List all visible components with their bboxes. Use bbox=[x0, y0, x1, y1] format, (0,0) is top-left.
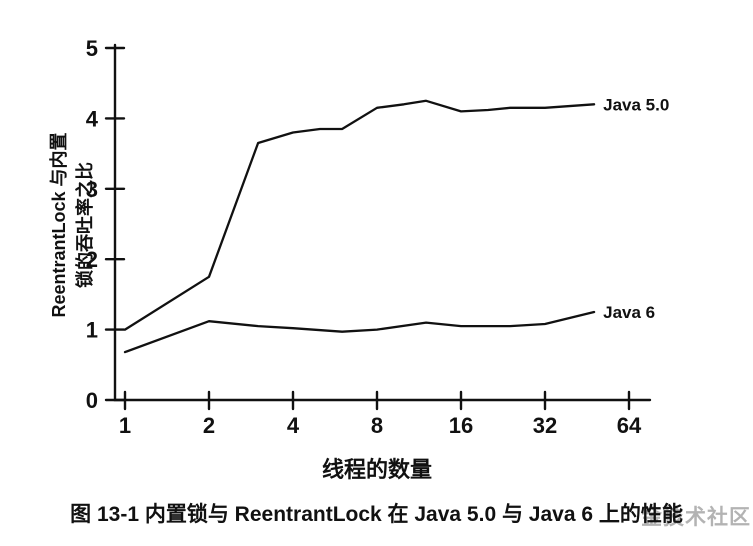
watermark: 金技术社区 bbox=[641, 506, 751, 529]
y-axis-label-line2: 锁的吞吐率之比 bbox=[75, 162, 95, 288]
series-end-label: Java 6 bbox=[603, 303, 655, 322]
y-tick-label: 1 bbox=[86, 318, 98, 343]
series-line-java-5-0 bbox=[123, 99, 596, 331]
series-end-label: Java 5.0 bbox=[603, 95, 669, 114]
y-tick-label: 2 bbox=[86, 247, 98, 272]
x-tick-label: 4 bbox=[287, 413, 300, 438]
x-tick-label: 2 bbox=[203, 413, 215, 438]
x-tick-label: 32 bbox=[533, 413, 557, 438]
x-axis-label: 线程的数量 bbox=[321, 457, 432, 482]
y-axis-label-line1: ReentrantLock 与内置 bbox=[49, 132, 69, 318]
y-axis-label: ReentrantLock 与内置 锁的吞吐率之比 bbox=[46, 75, 98, 375]
x-tick-label: 16 bbox=[449, 413, 473, 438]
y-tick-label: 4 bbox=[86, 106, 99, 131]
x-tick-label: 1 bbox=[119, 413, 131, 438]
axis-lines bbox=[113, 43, 652, 402]
y-tick-label: 3 bbox=[86, 177, 98, 202]
x-tick-label: 64 bbox=[617, 413, 642, 438]
figure-caption: 图 13-1 内置锁与 ReentrantLock 在 Java 5.0 与 J… bbox=[70, 503, 683, 526]
x-tick-label: 8 bbox=[371, 413, 383, 438]
y-tick-label: 5 bbox=[86, 36, 98, 61]
y-tick-label: 0 bbox=[86, 388, 98, 413]
series-line-java-6 bbox=[123, 310, 596, 354]
axes bbox=[104, 43, 652, 411]
